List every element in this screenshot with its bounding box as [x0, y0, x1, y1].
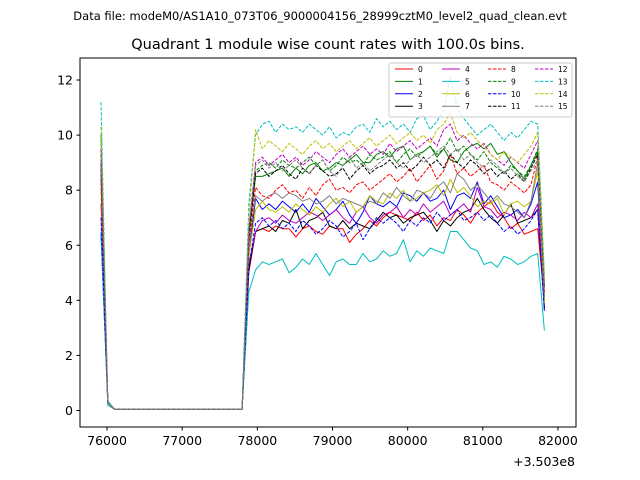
- plot-area: 76000 77000 78000 79000 80000 81000 82000 0 2 4 6 8…: [57, 57, 578, 448]
- x-tick-label: 76000: [87, 433, 127, 448]
- x-tick-label: 78000: [237, 433, 277, 448]
- x-tick-label: 81000: [463, 433, 503, 448]
- x-tick-label: 77000: [162, 433, 202, 448]
- legend-label-11: 11: [511, 102, 521, 111]
- axes-frame: [79, 57, 577, 428]
- figure-suptitle: Data file: modeM0/AS1A10_073T06_90000041…: [73, 9, 567, 23]
- x-tick-label: 79000: [313, 433, 353, 448]
- legend-label-9: 9: [511, 77, 516, 86]
- series-line-10: [100, 209, 545, 410]
- legend-label-10: 10: [511, 90, 521, 99]
- legend-label-12: 12: [558, 65, 568, 74]
- legend-label-3: 3: [418, 102, 423, 111]
- legend-label-15: 15: [558, 102, 568, 111]
- y-tick-label: 10: [57, 128, 73, 143]
- axis-ticks: 76000 77000 78000 79000 80000 81000 82000 0 2 4 6 8…: [57, 73, 578, 448]
- legend-label-0: 0: [418, 65, 423, 74]
- legend-label-1: 1: [418, 77, 423, 86]
- y-tick-label: 6: [65, 238, 73, 253]
- y-tick-label: 0: [65, 403, 73, 418]
- y-tick-label: 12: [57, 73, 73, 88]
- series-line-11: [100, 153, 545, 410]
- legend-label-5: 5: [465, 77, 470, 86]
- legend-label-4: 4: [465, 65, 470, 74]
- legend-label-14: 14: [558, 90, 568, 99]
- x-tick-label: 80000: [388, 433, 428, 448]
- series-line-13: [100, 76, 545, 410]
- series-line-15: [100, 145, 545, 410]
- legend-label-6: 6: [465, 90, 470, 99]
- legend-label-13: 13: [558, 77, 568, 86]
- x-tick-label: 82000: [538, 433, 578, 448]
- y-tick-label: 2: [65, 348, 73, 363]
- series-lines: [100, 76, 545, 410]
- legend-label-7: 7: [465, 102, 470, 111]
- legend-label-8: 8: [511, 65, 516, 74]
- chart-title: Quadrant 1 module wise count rates with …: [131, 37, 525, 53]
- legend-box: [388, 62, 573, 118]
- x-offset-label: +3.503e8: [513, 454, 575, 469]
- legend-label-2: 2: [418, 90, 423, 99]
- y-tick-label: 4: [65, 293, 73, 308]
- y-tick-label: 8: [65, 183, 73, 198]
